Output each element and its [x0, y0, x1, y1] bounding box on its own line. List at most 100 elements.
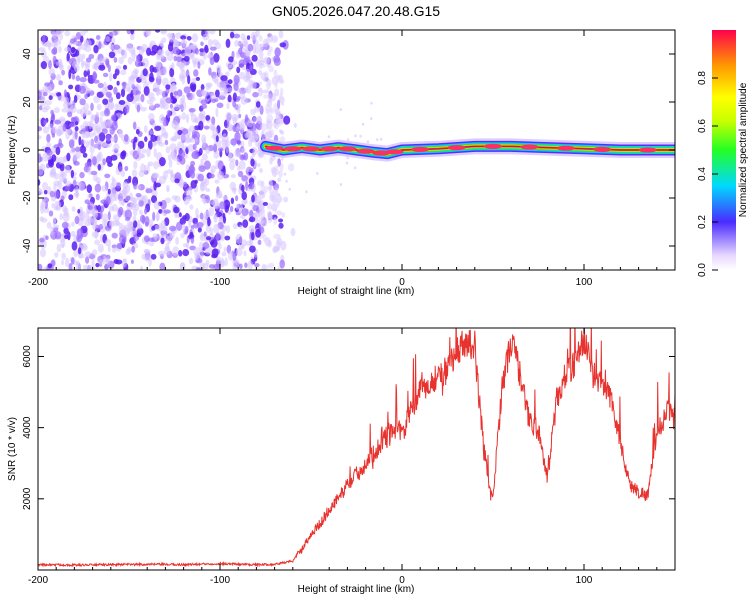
noise-blob	[182, 243, 188, 248]
noise-blob	[152, 211, 156, 222]
noise-blob	[48, 158, 55, 168]
noise-blob	[124, 134, 129, 142]
noise-blob	[61, 221, 69, 229]
noise-blob	[135, 193, 142, 198]
noise-speck	[359, 134, 362, 138]
noise-blob	[171, 173, 175, 179]
noise-blob	[62, 212, 70, 222]
noise-blob	[117, 209, 123, 218]
noise-blob	[75, 75, 81, 82]
noise-blob	[38, 135, 42, 140]
noise-blob	[135, 128, 140, 135]
noise-blob	[122, 227, 130, 237]
noise-blob	[225, 38, 231, 48]
noise-blob	[243, 250, 247, 257]
noise-blob	[218, 243, 222, 250]
noise-blob	[208, 30, 216, 35]
noise-blob	[54, 200, 61, 210]
noise-blob	[68, 122, 76, 128]
noise-blob	[232, 251, 237, 262]
noise-blob	[124, 194, 131, 202]
noise-speck	[370, 117, 373, 121]
signal-peak	[593, 146, 612, 152]
noise-blob	[165, 146, 171, 154]
noise-blob	[235, 96, 241, 101]
noise-blob	[198, 165, 206, 173]
noise-blob	[61, 243, 65, 249]
noise-blob	[252, 44, 257, 54]
noise-blob	[257, 162, 261, 168]
noise-blob	[267, 240, 272, 248]
noise-blob	[107, 245, 111, 253]
noise-blob	[228, 158, 236, 163]
noise-blob	[46, 221, 52, 229]
noise-blob	[188, 168, 194, 176]
y-tick-label: 6000	[22, 345, 33, 368]
noise-blob	[195, 267, 202, 270]
noise-blob	[84, 46, 92, 53]
noise-blob	[38, 126, 42, 132]
noise-blob	[156, 67, 161, 78]
noise-blob	[186, 92, 194, 101]
noise-blob	[56, 92, 62, 97]
noise-blob	[277, 158, 282, 167]
noise-blob	[118, 56, 124, 65]
signal-peak	[338, 146, 357, 152]
noise-blob	[141, 77, 148, 84]
noise-blob	[143, 86, 150, 96]
noise-blob	[255, 228, 262, 238]
noise-blob	[94, 239, 101, 246]
y-tick-label: 20	[22, 96, 33, 108]
noise-blob	[73, 161, 80, 166]
noise-blob	[64, 165, 71, 174]
noise-blob	[247, 260, 253, 270]
noise-blob	[209, 173, 215, 179]
noise-blob	[269, 157, 273, 165]
noise-blob	[283, 115, 291, 125]
noise-blob	[207, 216, 211, 227]
noise-blob	[79, 171, 85, 179]
noise-blob	[190, 113, 197, 123]
noise-blob	[230, 174, 236, 179]
noise-blob	[68, 69, 72, 80]
noise-blob	[145, 188, 153, 194]
noise-blob	[205, 188, 211, 192]
noise-blob	[227, 79, 233, 85]
noise-blob	[140, 163, 146, 174]
noise-blob	[191, 150, 199, 160]
noise-blob	[135, 184, 142, 190]
noise-blob	[193, 222, 199, 229]
noise-blob	[201, 198, 209, 203]
noise-blob	[160, 30, 167, 34]
noise-blob	[43, 190, 48, 195]
noise-blob	[283, 196, 289, 203]
noise-blob	[182, 249, 190, 257]
noise-blob	[152, 141, 157, 148]
noise-blob	[252, 116, 257, 123]
noise-blob	[180, 232, 185, 239]
noise-blob	[93, 95, 101, 104]
noise-blob	[170, 106, 176, 114]
noise-blob	[89, 144, 95, 154]
noise-blob	[200, 158, 204, 164]
noise-blob	[122, 258, 127, 263]
noise-blob	[70, 257, 75, 265]
noise-blob	[278, 30, 284, 39]
noise-blob	[171, 62, 175, 70]
noise-blob	[127, 87, 132, 94]
noise-blob	[97, 243, 104, 253]
noise-blob	[210, 239, 218, 248]
noise-blob	[166, 109, 171, 119]
noise-blob	[140, 265, 144, 270]
x-tick-label: -100	[210, 575, 230, 586]
noise-blob	[107, 64, 111, 73]
noise-blob	[103, 108, 111, 117]
noise-blob	[84, 30, 89, 33]
noise-blob	[205, 30, 210, 37]
noise-blob	[163, 66, 167, 75]
noise-blob	[232, 223, 238, 230]
noise-blob	[251, 54, 258, 62]
noise-blob	[200, 232, 204, 240]
noise-blob	[267, 203, 272, 210]
noise-blob	[107, 119, 113, 127]
